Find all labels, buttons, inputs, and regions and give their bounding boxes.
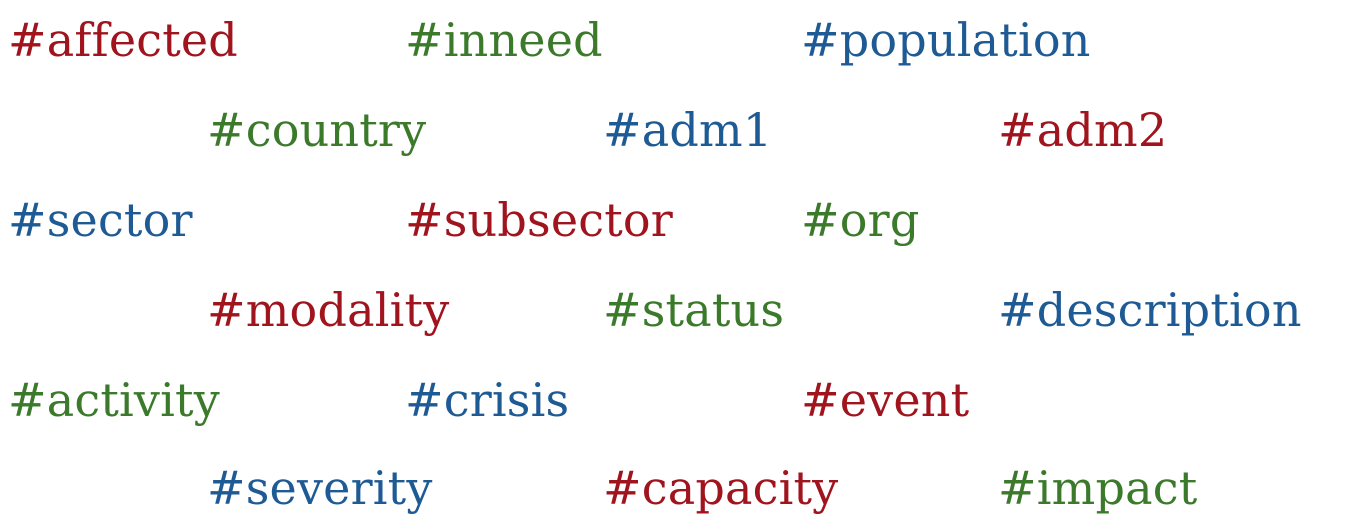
tag-org: #org <box>801 193 920 247</box>
tag-inneed: #inneed <box>405 13 603 67</box>
tag-modality: #modality <box>207 283 450 337</box>
tag-capacity: #capacity <box>603 461 839 515</box>
tag-subsector: #subsector <box>405 193 673 247</box>
tag-affected: #affected <box>8 13 238 67</box>
tag-crisis: #crisis <box>405 373 570 427</box>
tag-country: #country <box>207 103 427 157</box>
tag-impact: #impact <box>998 461 1198 515</box>
tag-adm2: #adm2 <box>998 103 1168 157</box>
tag-sector: #sector <box>8 193 193 247</box>
tag-severity: #severity <box>207 461 433 515</box>
tag-status: #status <box>603 283 785 337</box>
tag-event: #event <box>801 373 970 427</box>
tag-population: #population <box>801 13 1091 67</box>
tag-adm1: #adm1 <box>603 103 773 157</box>
tag-activity: #activity <box>8 373 220 427</box>
tag-description: #description <box>998 283 1302 337</box>
